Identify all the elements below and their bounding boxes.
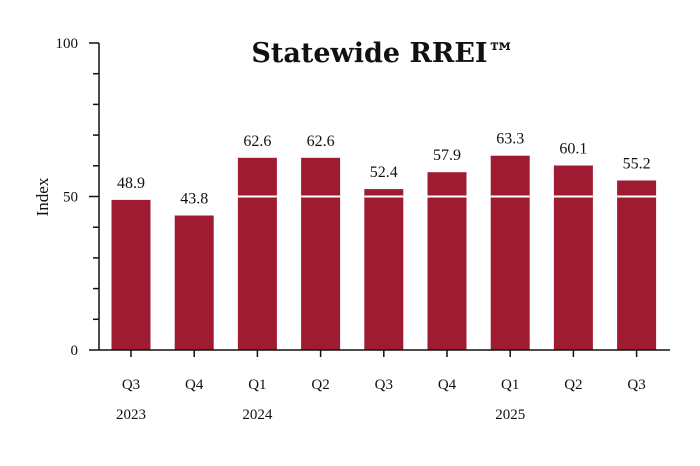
x-year-label: 2025 <box>495 407 525 423</box>
x-tick-label: Q1 <box>501 377 519 393</box>
bar <box>174 215 214 350</box>
bar <box>237 157 277 350</box>
bar <box>427 172 467 350</box>
bar <box>490 155 530 350</box>
chart-title: Statewide RREI™ <box>251 38 514 69</box>
bar <box>553 165 593 350</box>
data-label: 52.4 <box>370 164 398 181</box>
x-tick-label: Q4 <box>185 377 204 393</box>
bar <box>111 199 151 350</box>
x-tick-label: Q3 <box>627 377 645 393</box>
bars-group <box>111 155 657 350</box>
bar <box>617 180 657 350</box>
y-axis-label: Index <box>33 177 52 216</box>
x-year-label: 2023 <box>116 407 146 423</box>
bar <box>364 189 404 350</box>
data-label: 55.2 <box>623 156 651 173</box>
y-tick-label: 50 <box>63 190 78 206</box>
x-tick-label: Q2 <box>564 377 582 393</box>
y-tick-label: 0 <box>71 343 79 359</box>
y-tick-label: 100 <box>56 36 79 52</box>
x-tick-label: Q1 <box>248 377 266 393</box>
x-tick-label: Q4 <box>438 377 457 393</box>
axes-group: 0 50 100 Q3 Q4 Q1 Q2 Q3 Q4 Q1 Q2 Q3 2023 2024 2025 <box>56 36 670 423</box>
data-label: 62.6 <box>307 133 335 150</box>
data-label: 60.1 <box>559 141 587 158</box>
labels-group: 48.9 43.8 62.6 62.6 52.4 57.9 63.3 60.1 55.2 <box>117 131 651 208</box>
x-year-label: 2024 <box>242 407 273 423</box>
bar <box>301 157 341 350</box>
data-label: 57.9 <box>433 147 461 164</box>
data-label: 62.6 <box>243 133 271 150</box>
x-tick-label: Q3 <box>375 377 393 393</box>
data-label: 63.3 <box>496 131 524 148</box>
data-label: 48.9 <box>117 175 145 192</box>
x-tick-label: Q2 <box>311 377 329 393</box>
x-tick-label: Q3 <box>122 377 140 393</box>
data-label: 43.8 <box>180 191 208 208</box>
